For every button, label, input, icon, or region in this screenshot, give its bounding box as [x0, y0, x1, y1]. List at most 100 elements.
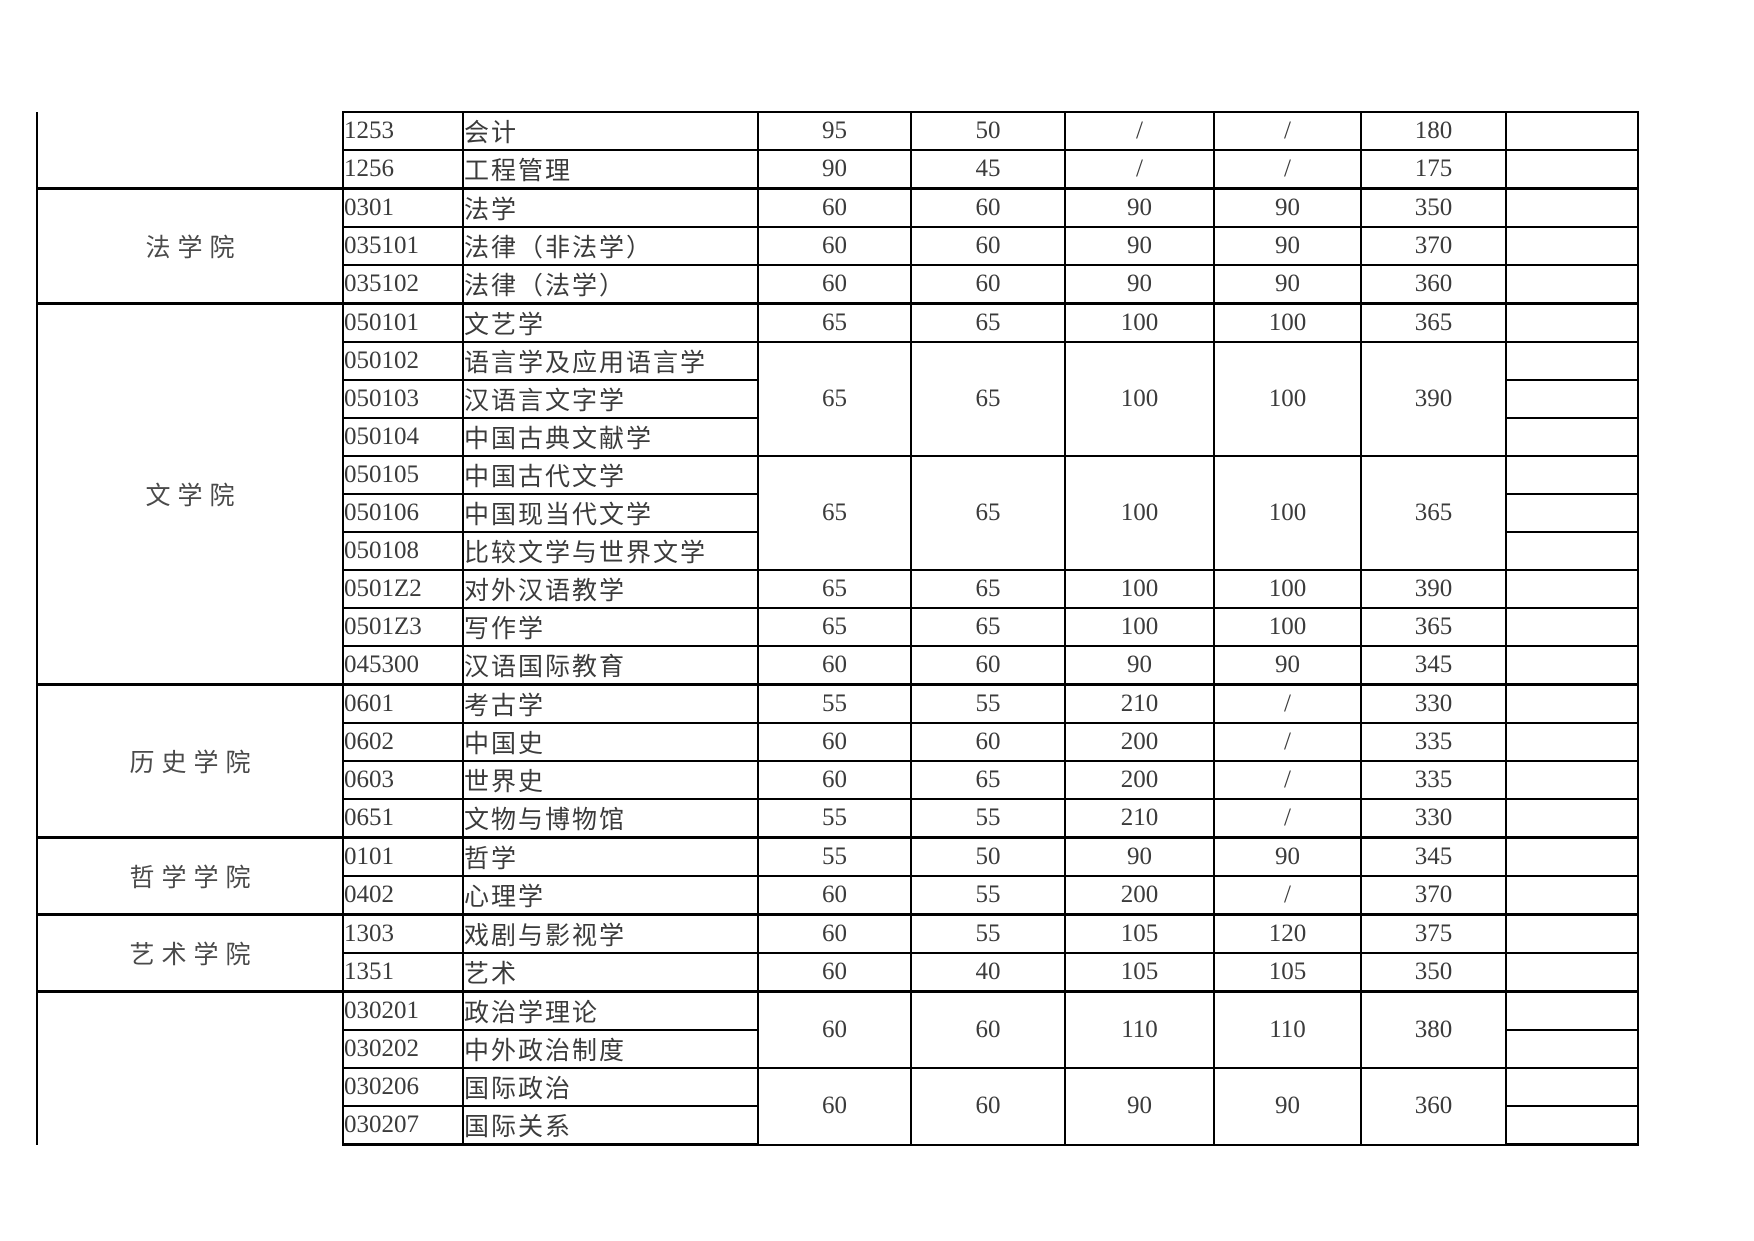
major-code-cell: 1256: [342, 149, 464, 190]
score-cell-1: 65: [757, 341, 912, 457]
major-code-cell: 0601: [342, 683, 464, 724]
table-row: 1351 艺术 60 40 105 105 350: [37, 952, 1639, 993]
major-code-cell: 050104: [342, 417, 464, 457]
total-score-cell: 370: [1360, 226, 1507, 266]
major-name-cell: 语言学及应用语言学: [462, 341, 759, 381]
major-code-cell: 0603: [342, 760, 464, 800]
notes-cell: [1505, 417, 1639, 457]
major-name-cell: 法律（非法学）: [462, 226, 759, 266]
table-row: 030201 政治学理论 60 60 110 110 380: [36, 990, 1639, 1145]
score-cell-3: /: [1064, 111, 1215, 151]
score-cell-1: 60: [757, 913, 912, 954]
table-row: 法学院 0301 法学 60 60 90 90 350: [36, 187, 1639, 305]
score-cell-1: 65: [757, 607, 912, 647]
score-cell-1: 60: [757, 952, 912, 993]
table-row: 050102 语言学及应用语言学 65 65 100 100 390: [37, 341, 1639, 457]
major-name-cell: 法律（法学）: [462, 264, 759, 305]
table-row: 030207 国际关系: [37, 1105, 1639, 1146]
score-cell-3: 100: [1064, 455, 1215, 571]
total-score-cell: 365: [1360, 302, 1507, 343]
college-name-cell: [36, 990, 344, 1145]
score-cell-2: 65: [910, 341, 1066, 457]
table-row: 0602 中国史 60 60 200/335: [37, 722, 1639, 762]
major-code-cell: 1351: [342, 952, 464, 993]
total-score-cell: 390: [1360, 341, 1507, 457]
total-score-cell: 390: [1360, 569, 1507, 609]
score-cell-4: 90: [1213, 645, 1362, 686]
major-name-cell: 戏剧与影视学: [462, 913, 759, 954]
score-cell-4: /: [1213, 798, 1362, 839]
college-name-cell: 艺术学院: [36, 913, 344, 993]
table-row: 0501Z3 写作学 65 65 100 100 365: [37, 607, 1639, 647]
college-name-cell: [36, 112, 344, 190]
score-cell-4: 100: [1213, 341, 1362, 457]
score-cell-3: 100: [1064, 569, 1215, 609]
major-name-cell: 对外汉语教学: [462, 569, 759, 609]
score-table-body: 1253 会计 95 50//180 1256 工程管理 90 45//175 法学院 0301 法…: [36, 111, 1639, 1146]
notes-cell: [1505, 302, 1639, 343]
major-code-cell: 035102: [342, 264, 464, 305]
total-score-cell: 335: [1360, 760, 1507, 800]
notes-cell: [1505, 990, 1639, 1031]
major-name-cell: 心理学: [462, 875, 759, 916]
table-row: 1256 工程管理 90 45//175: [37, 149, 1639, 190]
score-cell-1: 55: [757, 798, 912, 839]
total-score-cell: 365: [1360, 455, 1507, 571]
score-cell-4: 90: [1213, 836, 1362, 877]
score-cell-3: 200: [1064, 722, 1215, 762]
total-score-cell: 380: [1360, 990, 1507, 1069]
table-row: 历史学院 0601 考古学 55 55 210/330: [36, 683, 1639, 839]
notes-cell: [1505, 341, 1639, 381]
score-cell-3: 100: [1064, 341, 1215, 457]
major-code-cell: 045300: [342, 645, 464, 686]
score-cell-4: 90: [1213, 226, 1362, 266]
table-row: 035101 法律（非法学） 60 60 90 90 370: [37, 226, 1639, 266]
major-name-cell: 文物与博物馆: [462, 798, 759, 839]
table-row: 050106 中国现当代文学: [37, 493, 1639, 533]
total-score-cell: 335: [1360, 722, 1507, 762]
score-cell-4: /: [1213, 683, 1362, 724]
notes-cell: [1505, 722, 1639, 762]
college-name-cell: 法学院: [36, 187, 344, 305]
score-cell-3: 105: [1064, 913, 1215, 954]
score-cell-1: 60: [757, 264, 912, 305]
major-code-cell: 0602: [342, 722, 464, 762]
score-cell-2: 50: [910, 111, 1066, 151]
major-code-cell: 030202: [342, 1029, 464, 1069]
major-code-cell: 050102: [342, 341, 464, 381]
major-name-cell: 会计: [462, 111, 759, 151]
table-row: 文学院 050101 文艺学 65 65 100 100 365: [36, 302, 1639, 686]
total-score-cell: 350: [1360, 187, 1507, 228]
score-cell-3: 90: [1064, 264, 1215, 305]
score-cell-1: 60: [757, 722, 912, 762]
total-score-cell: 330: [1360, 683, 1507, 724]
major-code-cell: 0501Z2: [342, 569, 464, 609]
score-cell-4: 110: [1213, 990, 1362, 1069]
total-score-cell: 330: [1360, 798, 1507, 839]
notes-cell: [1505, 149, 1639, 190]
major-name-cell: 中国古代文学: [462, 455, 759, 495]
total-score-cell: 350: [1360, 952, 1507, 993]
score-cell-3: 200: [1064, 875, 1215, 916]
major-code-cell: 050105: [342, 455, 464, 495]
score-cell-4: 100: [1213, 455, 1362, 571]
score-cell-2: 40: [910, 952, 1066, 993]
score-cell-2: 55: [910, 913, 1066, 954]
score-cell-3: 110: [1064, 990, 1215, 1069]
major-name-cell: 工程管理: [462, 149, 759, 190]
major-code-cell: 0402: [342, 875, 464, 916]
score-cell-2: 60: [910, 722, 1066, 762]
major-code-cell: 050101: [342, 302, 464, 343]
major-name-cell: 汉语言文字学: [462, 379, 759, 419]
major-code-cell: 0651: [342, 798, 464, 839]
total-score-cell: 360: [1360, 264, 1507, 305]
major-code-cell: 050106: [342, 493, 464, 533]
major-name-cell: 中国古典文献学: [462, 417, 759, 457]
score-cell-4: /: [1213, 760, 1362, 800]
major-name-cell: 世界史: [462, 760, 759, 800]
notes-cell: [1505, 760, 1639, 800]
table-row: 0651 文物与博物馆 55 55 210/330: [37, 798, 1639, 839]
total-score-cell: 370: [1360, 875, 1507, 916]
score-cell-3: 210: [1064, 798, 1215, 839]
total-score-cell: 375: [1360, 913, 1507, 954]
